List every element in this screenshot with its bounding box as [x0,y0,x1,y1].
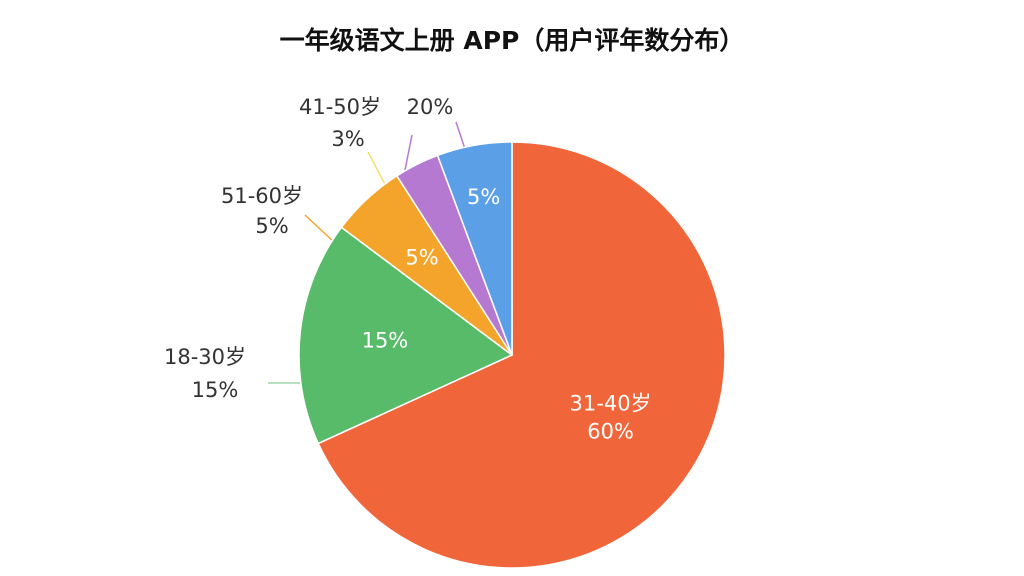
outer-value: 3% [331,127,364,151]
outer-category: 18-30岁 [164,345,246,369]
leader-line [403,134,413,176]
annotation: 20% [407,95,454,119]
leader-line [304,214,336,244]
outer-value: 15% [192,378,239,402]
slice-value: 5% [467,185,500,209]
slice-value: 5% [405,245,438,269]
pie-slice [436,141,513,356]
slice-category: 31-40岁 [570,391,652,415]
pie-slice [298,226,514,445]
slice-value: 60% [587,419,634,443]
outer-value: 5% [255,214,288,238]
slice-value: 15% [362,328,409,352]
pie-slice [317,141,726,569]
outer-category: 41-50岁 [299,95,381,119]
outer-category: 51-60岁 [221,184,303,208]
chart-title: 一年级语文上册 APP（用户评年数分布） [280,26,745,55]
